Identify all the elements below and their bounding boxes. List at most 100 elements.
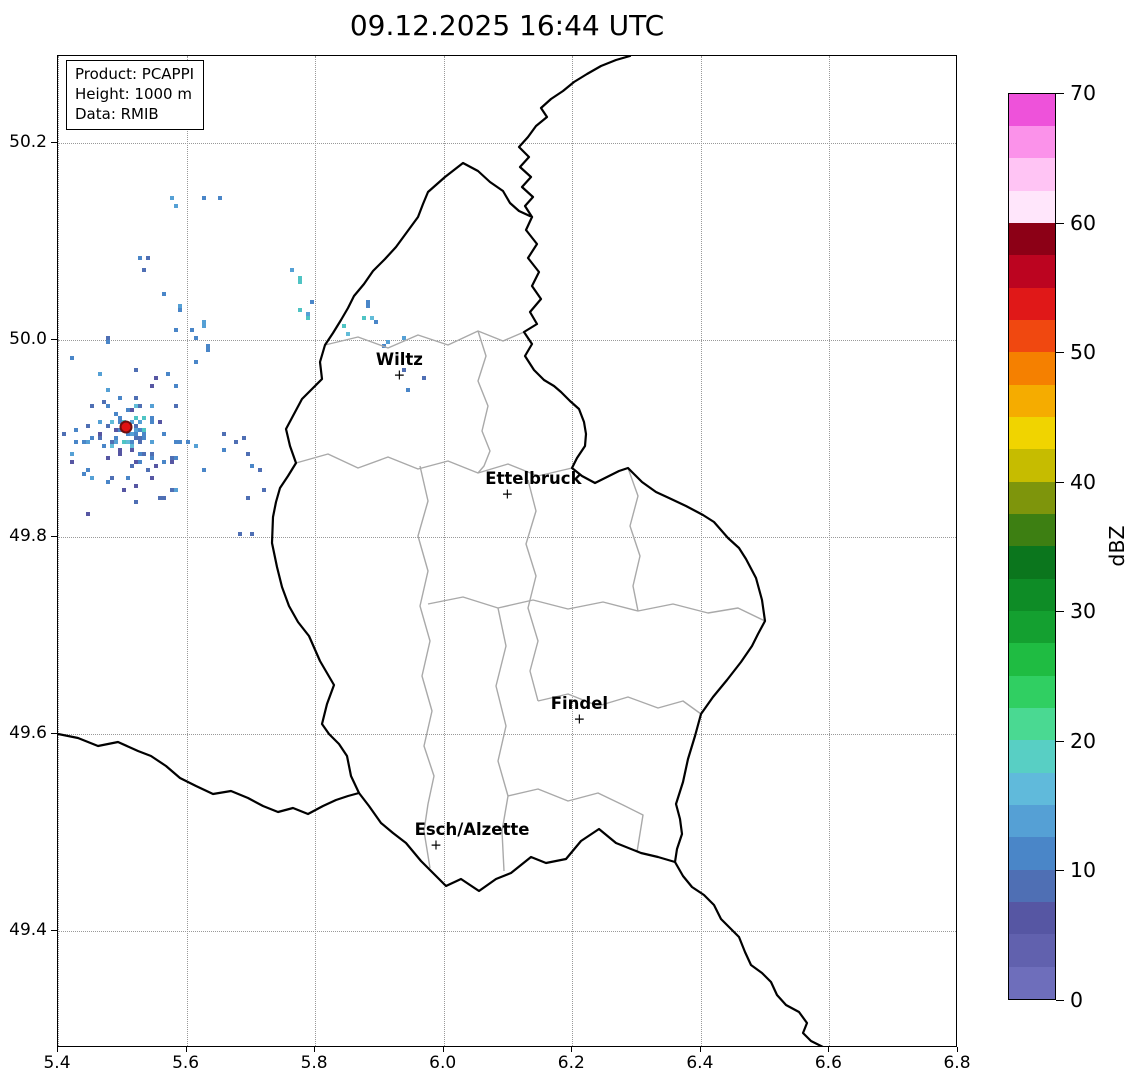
radar-echo-cell [202,468,206,472]
info-data-source: Data: RMIB [75,105,159,124]
x-axis-tick [957,1047,958,1052]
radar-echo-cell [134,404,138,408]
city-label: Findel [550,694,609,713]
canton-border-line [324,330,525,349]
colorbar-segment [1009,675,1055,709]
radar-echo-cell [202,196,206,200]
radar-echo-cell [90,404,94,408]
grid-line-vertical [572,56,574,1046]
radar-echo-cell [290,268,294,272]
grid-line-horizontal [58,339,956,341]
radar-echo-cell [114,436,118,440]
x-axis-tick [57,1047,58,1052]
colorbar [1008,93,1056,1000]
radar-echo-cell [106,388,110,392]
radar-echo-cell [246,452,250,456]
radar-echo-cell [138,436,142,440]
radar-echo-cell [134,428,138,432]
colorbar-segment [1009,546,1055,579]
radar-echo-cell [126,440,130,444]
x-axis-tick-label: 5.6 [172,1053,200,1073]
radar-echo-cell [186,440,190,444]
colorbar-segment [1009,578,1055,612]
radar-echo-cell [150,452,154,456]
y-axis-tick-label: 49.4 [9,919,47,940]
x-axis-tick-label: 5.8 [300,1053,328,1073]
radar-echo-cell [178,304,182,308]
radar-echo-cell [306,312,310,316]
colorbar-tick-label: 70 [1070,81,1097,105]
colorbar-tick [1056,481,1064,483]
radar-echo-cell [90,476,94,480]
radar-echo-cell [126,408,130,412]
y-axis-tick [51,535,57,537]
city-marker-cross: + [501,486,514,503]
colorbar-tick [1056,870,1064,872]
radar-echo-cell [150,416,154,420]
radar-echo-cell [142,436,146,440]
radar-echo-cell [106,336,110,340]
canton-border-line [417,465,435,869]
colorbar-segment [1009,805,1055,838]
radar-echo-cell [118,416,122,420]
city-marker-cross: + [573,711,586,728]
radar-echo-cell [362,316,366,320]
colorbar-segment [1009,966,1055,999]
radar-echo-cell [234,440,238,444]
city-label: Wiltz [375,350,423,370]
colorbar-segment [1009,934,1055,967]
radar-echo-cell [298,308,302,312]
radar-echo-cell [110,440,114,444]
colorbar-tick [1056,93,1064,94]
radar-echo-cell [74,428,78,432]
radar-echo-cell [142,268,146,272]
colorbar-segment [1009,902,1055,935]
city-label: Ettelbruck [485,469,582,489]
radar-echo-cell [142,428,146,432]
radar-echo-cell [422,376,426,380]
radar-echo-cell [142,432,146,436]
colorbar-segment [1009,93,1055,127]
colorbar-segment [1009,481,1055,515]
product-info-box: Product: PCAPPI Height: 1000 m Data: RMI… [66,60,205,131]
radar-echo-cell [134,396,138,400]
colorbar-tick-label: 60 [1070,210,1097,235]
radar-echo-cell [134,424,138,428]
radar-echo-cell [238,532,242,536]
canton-border-line [507,788,644,853]
radar-echo-cell [166,372,170,376]
radar-echo-cell [174,328,178,332]
radar-echo-cell [134,436,138,440]
colorbar-segment [1009,287,1055,321]
city-marker-cross: + [393,367,406,384]
radar-echo-cell [174,488,178,492]
colorbar-tick-label: 20 [1070,728,1097,753]
radar-echo-cell [158,496,162,500]
colorbar-segment [1009,126,1055,159]
colorbar-tick-label: 30 [1070,599,1097,624]
colorbar-tick [1056,740,1064,742]
radar-echo-cell [102,444,106,448]
radar-echo-cell [138,404,142,408]
canton-border-line [295,453,573,477]
colorbar-tick [1056,1000,1064,1001]
x-axis-tick [699,1047,701,1052]
radar-echo-cell [402,368,406,372]
colorbar-segment [1009,352,1055,385]
canton-borders [295,330,766,872]
grid-line-horizontal [58,930,956,932]
grid-line-vertical [186,56,188,1046]
luxembourg-border [270,161,767,893]
colorbar-segment [1009,837,1055,870]
radar-echo-cell [170,456,174,460]
radar-echo-cell [134,368,138,372]
radar-echo-cell [298,280,302,284]
radar-echo-cell [122,488,126,492]
radar-echo-cell [134,432,138,436]
radar-echo-cell [150,420,154,424]
radar-echo-cell [150,456,154,460]
radar-echo-cell [386,340,390,344]
colorbar-segment [1009,223,1055,256]
radar-site-marker [119,420,133,434]
radar-echo-cell [158,420,162,424]
